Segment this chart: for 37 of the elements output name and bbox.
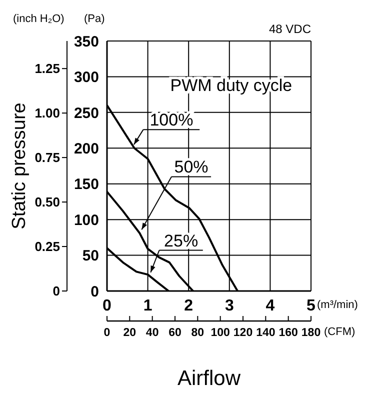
x2-tick-label: 180	[301, 327, 321, 339]
x-axis-title: Airflow	[177, 367, 242, 390]
y-tick-label: 0.75	[34, 150, 60, 166]
y-tick-label: 1.25	[34, 61, 60, 76]
x2-tick-label: 80	[191, 327, 204, 339]
text: (CFM)	[324, 326, 356, 338]
y-axis-title: Static pressure	[9, 102, 30, 230]
y-tick-label: 0.50	[34, 194, 60, 210]
text: (m³/min)	[317, 299, 358, 311]
text: (inch H₂O)	[13, 13, 64, 25]
x2-tick-label: 140	[256, 327, 276, 339]
x-tick-label: 2	[184, 297, 194, 314]
y2-tick-label: 300	[74, 69, 99, 86]
x2-tick-label: 0	[104, 327, 110, 339]
y2-tick-label: 100	[74, 212, 99, 229]
y2-tick-label: 0	[90, 283, 99, 300]
text: 48 VDC	[268, 22, 312, 36]
x2-tick-label: 40	[146, 327, 159, 339]
x2-tick-label: 20	[123, 327, 136, 339]
x-tick-label: 5	[306, 297, 316, 314]
x-tick-label: 1	[143, 297, 152, 314]
y-tick-label: 0.25	[34, 239, 60, 254]
y2-tick-label: 200	[74, 140, 99, 158]
y2-axis-title: (Pa)	[84, 13, 105, 25]
x2-tick-label: 60	[168, 327, 182, 339]
y-tick-label: 1.00	[34, 106, 60, 121]
y2-tick-label: 250	[74, 104, 99, 122]
y2-tick-label: 350	[74, 33, 99, 50]
x2-tick-label: 120	[233, 327, 253, 339]
x-tick-label: 4	[266, 297, 275, 314]
x2-tick-label: 160	[278, 327, 298, 339]
x-tick-label: 3	[224, 297, 234, 314]
y2-tick-label: 150	[74, 176, 99, 194]
y-tick-label: 0	[52, 284, 60, 299]
x-tick-label: 0	[102, 297, 112, 314]
y2-tick-label: 50	[82, 248, 99, 265]
x2-tick-label: 100	[210, 327, 230, 339]
